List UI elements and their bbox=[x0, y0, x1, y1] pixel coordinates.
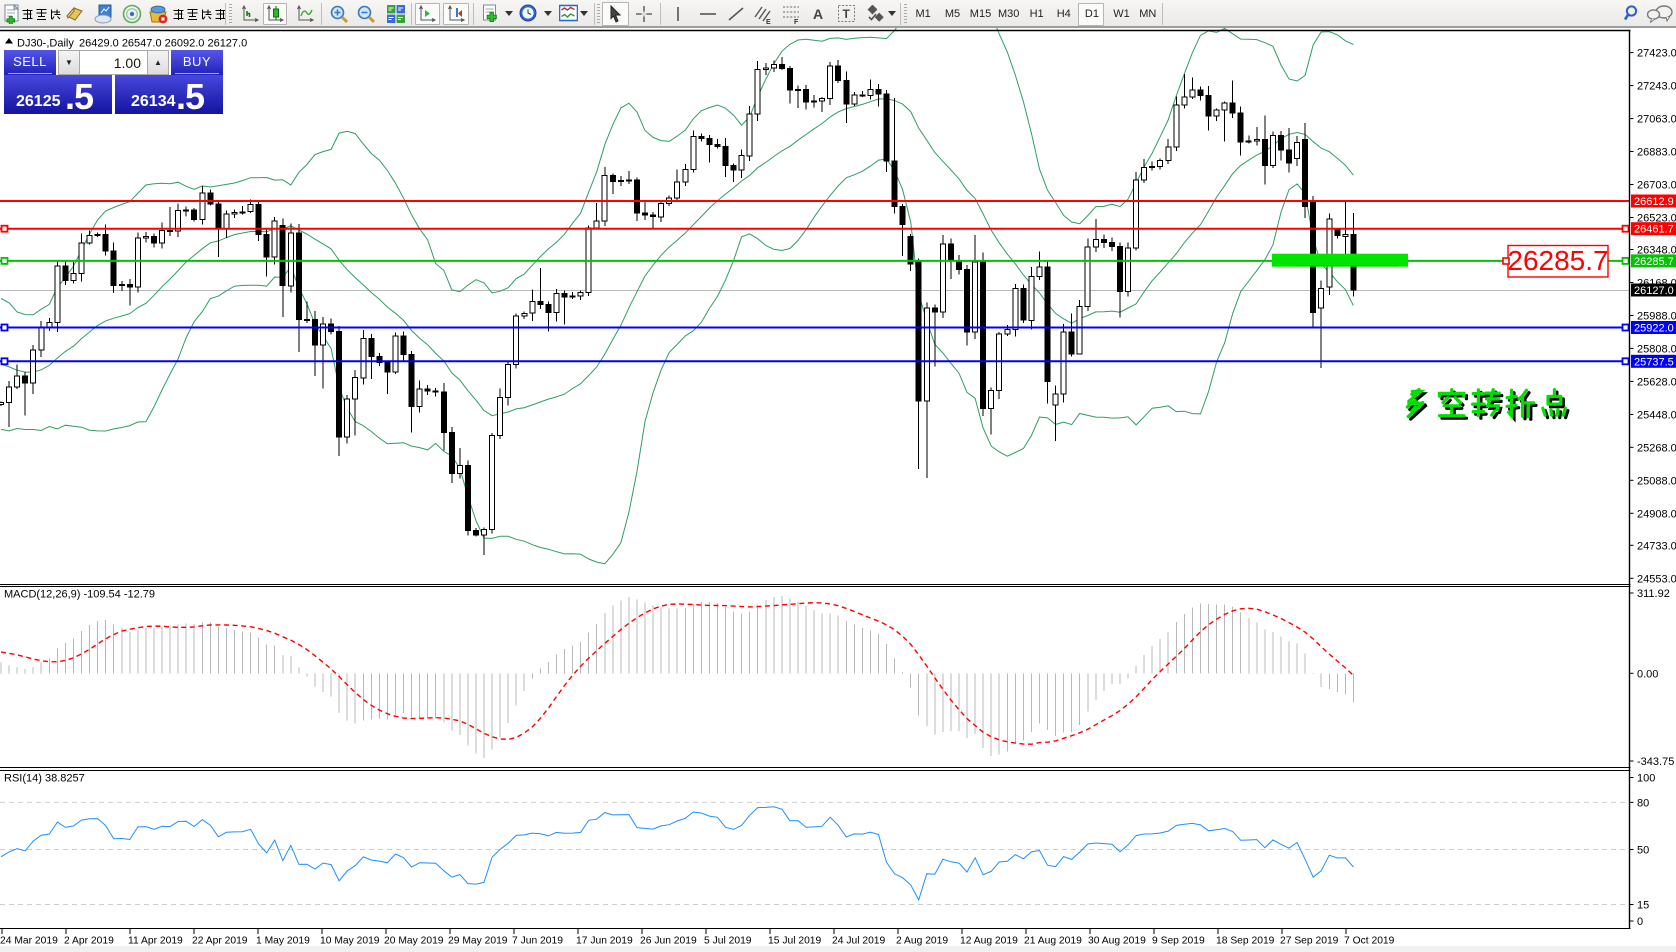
svg-text:20 May 2019: 20 May 2019 bbox=[384, 936, 444, 947]
svg-text:DJ30-,Daily: DJ30-,Daily bbox=[17, 38, 74, 50]
svg-text:RSI(14) 38.8257: RSI(14) 38.8257 bbox=[4, 773, 85, 785]
svg-text:25448.0: 25448.0 bbox=[1637, 409, 1676, 421]
svg-text:25922.0: 25922.0 bbox=[1634, 323, 1674, 335]
svg-text:24553.0: 24553.0 bbox=[1637, 573, 1676, 585]
svg-text:22 Apr 2019: 22 Apr 2019 bbox=[192, 936, 248, 947]
svg-text:27423.0: 27423.0 bbox=[1637, 48, 1676, 60]
svg-text:24908.0: 24908.0 bbox=[1637, 508, 1676, 520]
svg-text:2 Aug 2019: 2 Aug 2019 bbox=[896, 936, 948, 947]
svg-text:26612.9: 26612.9 bbox=[1634, 196, 1674, 208]
svg-text:27063.0: 27063.0 bbox=[1637, 114, 1676, 126]
svg-text:24 Jul 2019: 24 Jul 2019 bbox=[832, 936, 886, 947]
svg-text:25808.0: 25808.0 bbox=[1637, 343, 1676, 355]
svg-text:MACD(12,26,9) -109.54 -12.79: MACD(12,26,9) -109.54 -12.79 bbox=[4, 589, 155, 601]
svg-text:27243.0: 27243.0 bbox=[1637, 81, 1676, 93]
svg-text:5 Jul 2019: 5 Jul 2019 bbox=[704, 936, 752, 947]
svg-text:9 Sep 2019: 9 Sep 2019 bbox=[1152, 936, 1205, 947]
svg-text:80: 80 bbox=[1637, 797, 1649, 809]
svg-text:25088.0: 25088.0 bbox=[1637, 475, 1676, 487]
svg-text:26429.0 26547.0 26092.0 26127.: 26429.0 26547.0 26092.0 26127.0 bbox=[79, 38, 247, 50]
svg-text:24733.0: 24733.0 bbox=[1637, 540, 1676, 552]
svg-text:26127.0: 26127.0 bbox=[1634, 285, 1674, 297]
svg-text:29 May 2019: 29 May 2019 bbox=[448, 936, 508, 947]
svg-text:26348.0: 26348.0 bbox=[1637, 245, 1676, 257]
svg-text:1 May 2019: 1 May 2019 bbox=[256, 936, 310, 947]
svg-text:2 Apr 2019: 2 Apr 2019 bbox=[64, 936, 114, 947]
svg-text:26523.0: 26523.0 bbox=[1637, 213, 1676, 225]
svg-text:7 Jun 2019: 7 Jun 2019 bbox=[512, 936, 563, 947]
svg-text:26461.7: 26461.7 bbox=[1634, 224, 1674, 236]
svg-text:12 Aug 2019: 12 Aug 2019 bbox=[960, 936, 1018, 947]
svg-text:26703.0: 26703.0 bbox=[1637, 180, 1676, 192]
svg-text:24 Mar 2019: 24 Mar 2019 bbox=[0, 936, 58, 947]
svg-text:E: E bbox=[766, 19, 771, 25]
svg-text:30 Aug 2019: 30 Aug 2019 bbox=[1088, 936, 1146, 947]
svg-text:26883.0: 26883.0 bbox=[1637, 147, 1676, 159]
svg-text:25988.0: 25988.0 bbox=[1637, 311, 1676, 323]
svg-text:26285.7: 26285.7 bbox=[1507, 245, 1608, 276]
svg-text:11 Apr 2019: 11 Apr 2019 bbox=[128, 936, 183, 947]
svg-text:T: T bbox=[843, 7, 851, 21]
svg-text:F: F bbox=[794, 19, 799, 25]
svg-text:0.00: 0.00 bbox=[1637, 668, 1658, 680]
svg-text:17 Jun 2019: 17 Jun 2019 bbox=[576, 936, 633, 947]
svg-text:25737.5: 25737.5 bbox=[1634, 356, 1674, 368]
svg-text:26285.7: 26285.7 bbox=[1634, 256, 1674, 268]
svg-text:-343.75: -343.75 bbox=[1637, 756, 1674, 768]
svg-text:10 May 2019: 10 May 2019 bbox=[320, 936, 380, 947]
svg-text:25628.0: 25628.0 bbox=[1637, 376, 1676, 388]
svg-text:26 Jun 2019: 26 Jun 2019 bbox=[640, 936, 697, 947]
svg-text:21 Aug 2019: 21 Aug 2019 bbox=[1024, 936, 1082, 947]
svg-text:7 Oct 2019: 7 Oct 2019 bbox=[1344, 936, 1395, 947]
svg-text:27 Sep 2019: 27 Sep 2019 bbox=[1280, 936, 1339, 947]
svg-text:18 Sep 2019: 18 Sep 2019 bbox=[1216, 936, 1275, 947]
svg-text:15 Jul 2019: 15 Jul 2019 bbox=[768, 936, 822, 947]
svg-text:50: 50 bbox=[1637, 845, 1649, 857]
svg-text:0: 0 bbox=[1637, 916, 1643, 928]
svg-text:311.92: 311.92 bbox=[1637, 588, 1670, 600]
svg-text:100: 100 bbox=[1637, 773, 1655, 785]
svg-text:25268.0: 25268.0 bbox=[1637, 442, 1676, 454]
svg-text:15: 15 bbox=[1637, 900, 1649, 912]
